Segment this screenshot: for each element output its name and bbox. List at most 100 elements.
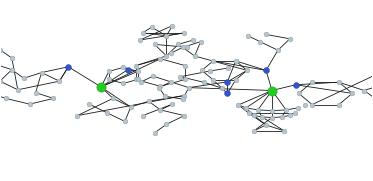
Point: [156, 86, 162, 89]
Point: [244, 69, 250, 72]
Point: [295, 106, 301, 109]
Point: [207, 70, 213, 72]
Point: [296, 92, 302, 95]
Point: [225, 67, 231, 70]
Point: [257, 40, 263, 43]
Point: [263, 33, 269, 36]
Point: [269, 109, 275, 112]
Point: [9, 68, 15, 71]
Point: [120, 66, 126, 69]
Point: [233, 78, 239, 81]
Point: [190, 39, 196, 41]
Point: [162, 95, 168, 98]
Point: [140, 114, 145, 117]
Point: [287, 114, 293, 117]
Point: [163, 123, 169, 126]
Point: [135, 70, 141, 73]
Point: [361, 89, 367, 92]
Point: [293, 83, 299, 86]
Point: [145, 100, 151, 103]
Point: [219, 87, 225, 90]
Point: [157, 108, 163, 111]
Point: [259, 115, 265, 118]
Point: [309, 103, 315, 106]
Point: [245, 34, 251, 37]
Point: [138, 80, 144, 83]
Point: [178, 75, 184, 78]
Point: [56, 80, 62, 83]
Point: [122, 120, 128, 123]
Point: [169, 103, 175, 106]
Point: [86, 103, 92, 106]
Point: [148, 26, 154, 29]
Point: [0, 80, 3, 83]
Point: [201, 81, 207, 84]
Point: [255, 108, 261, 111]
Point: [287, 37, 293, 40]
Point: [303, 104, 308, 106]
Point: [133, 78, 139, 81]
Point: [198, 40, 204, 43]
Point: [243, 106, 249, 109]
Point: [151, 131, 157, 134]
Point: [128, 106, 134, 108]
Point: [120, 82, 126, 85]
Point: [169, 24, 175, 27]
Point: [180, 46, 186, 49]
Point: [235, 104, 241, 106]
Point: [263, 69, 269, 72]
Point: [210, 78, 216, 81]
Point: [184, 46, 190, 49]
Point: [225, 92, 231, 95]
Point: [157, 57, 163, 60]
Point: [225, 80, 231, 83]
Point: [269, 89, 275, 92]
Point: [275, 49, 281, 52]
Point: [27, 103, 33, 106]
Point: [74, 114, 80, 117]
Point: [125, 68, 131, 71]
Point: [181, 31, 187, 34]
Point: [15, 88, 21, 91]
Point: [133, 64, 139, 67]
Point: [251, 129, 257, 132]
Point: [349, 92, 355, 95]
Point: [251, 114, 257, 117]
Point: [269, 116, 275, 119]
Point: [21, 77, 27, 80]
Point: [210, 60, 216, 62]
Point: [283, 108, 289, 111]
Point: [106, 70, 112, 73]
Point: [50, 97, 56, 100]
Point: [336, 103, 342, 106]
Point: [181, 94, 187, 97]
Point: [175, 43, 181, 46]
Point: [110, 97, 116, 100]
Point: [180, 98, 186, 101]
Point: [150, 75, 156, 78]
Point: [192, 54, 198, 57]
Point: [3, 97, 9, 100]
Point: [163, 54, 169, 57]
Point: [186, 86, 192, 89]
Point: [292, 111, 298, 114]
Point: [140, 31, 145, 34]
Point: [106, 78, 112, 81]
Point: [137, 39, 142, 41]
Point: [336, 81, 342, 84]
Point: [33, 91, 39, 94]
Point: [263, 124, 269, 127]
Point: [168, 52, 174, 55]
Point: [98, 85, 104, 88]
Point: [182, 64, 188, 67]
Point: [104, 111, 110, 114]
Point: [0, 48, 3, 51]
Point: [163, 34, 169, 37]
Point: [168, 80, 174, 83]
Point: [245, 111, 251, 114]
Point: [233, 60, 239, 62]
Point: [38, 71, 44, 74]
Point: [151, 43, 157, 46]
Point: [182, 78, 188, 81]
Point: [309, 81, 315, 84]
